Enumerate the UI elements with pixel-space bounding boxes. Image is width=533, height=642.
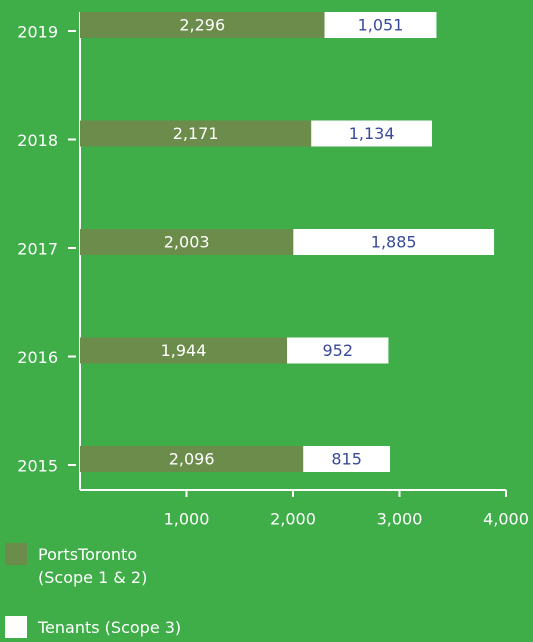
x-tick-label: 2,000 (270, 510, 316, 529)
data-label: 2,003 (164, 233, 210, 252)
bar (80, 120, 312, 147)
bar (293, 229, 495, 255)
data-label: 1,885 (371, 233, 417, 252)
bar (80, 12, 325, 38)
data-label: 2,096 (169, 450, 215, 469)
data-label: 1,051 (358, 16, 404, 35)
x-tick-label: 4,000 (483, 510, 529, 529)
y-tick-label: 2019 (17, 23, 58, 42)
bar (80, 229, 294, 255)
y-tick-label: 2017 (17, 240, 58, 259)
y-tick-label: 2015 (17, 457, 58, 476)
data-label: 952 (322, 341, 353, 360)
bar (324, 12, 437, 38)
data-label: 1,944 (161, 341, 207, 360)
legend-swatch (5, 616, 27, 638)
legend-swatch (5, 543, 27, 565)
data-label: 2,171 (173, 124, 219, 143)
legend-label: Tenants (Scope 3) (38, 618, 182, 637)
bar (311, 120, 432, 147)
data-label: 2,296 (179, 16, 225, 35)
legend-label: PortsToronto (Scope 1 & 2) (38, 545, 148, 587)
x-tick-label: 1,000 (164, 510, 210, 529)
legend-item: PortsToronto (Scope 1 & 2) (5, 543, 165, 589)
bar (303, 446, 391, 472)
y-tick-label: 2016 (17, 348, 58, 367)
data-label: 1,134 (349, 124, 395, 143)
legend-item: Tenants (Scope 3) (5, 616, 181, 639)
bar (80, 337, 288, 364)
data-label: 815 (331, 450, 362, 469)
x-tick-label: 3,000 (377, 510, 423, 529)
bar (80, 446, 304, 472)
bar (287, 337, 389, 364)
y-tick-label: 2018 (17, 131, 58, 150)
